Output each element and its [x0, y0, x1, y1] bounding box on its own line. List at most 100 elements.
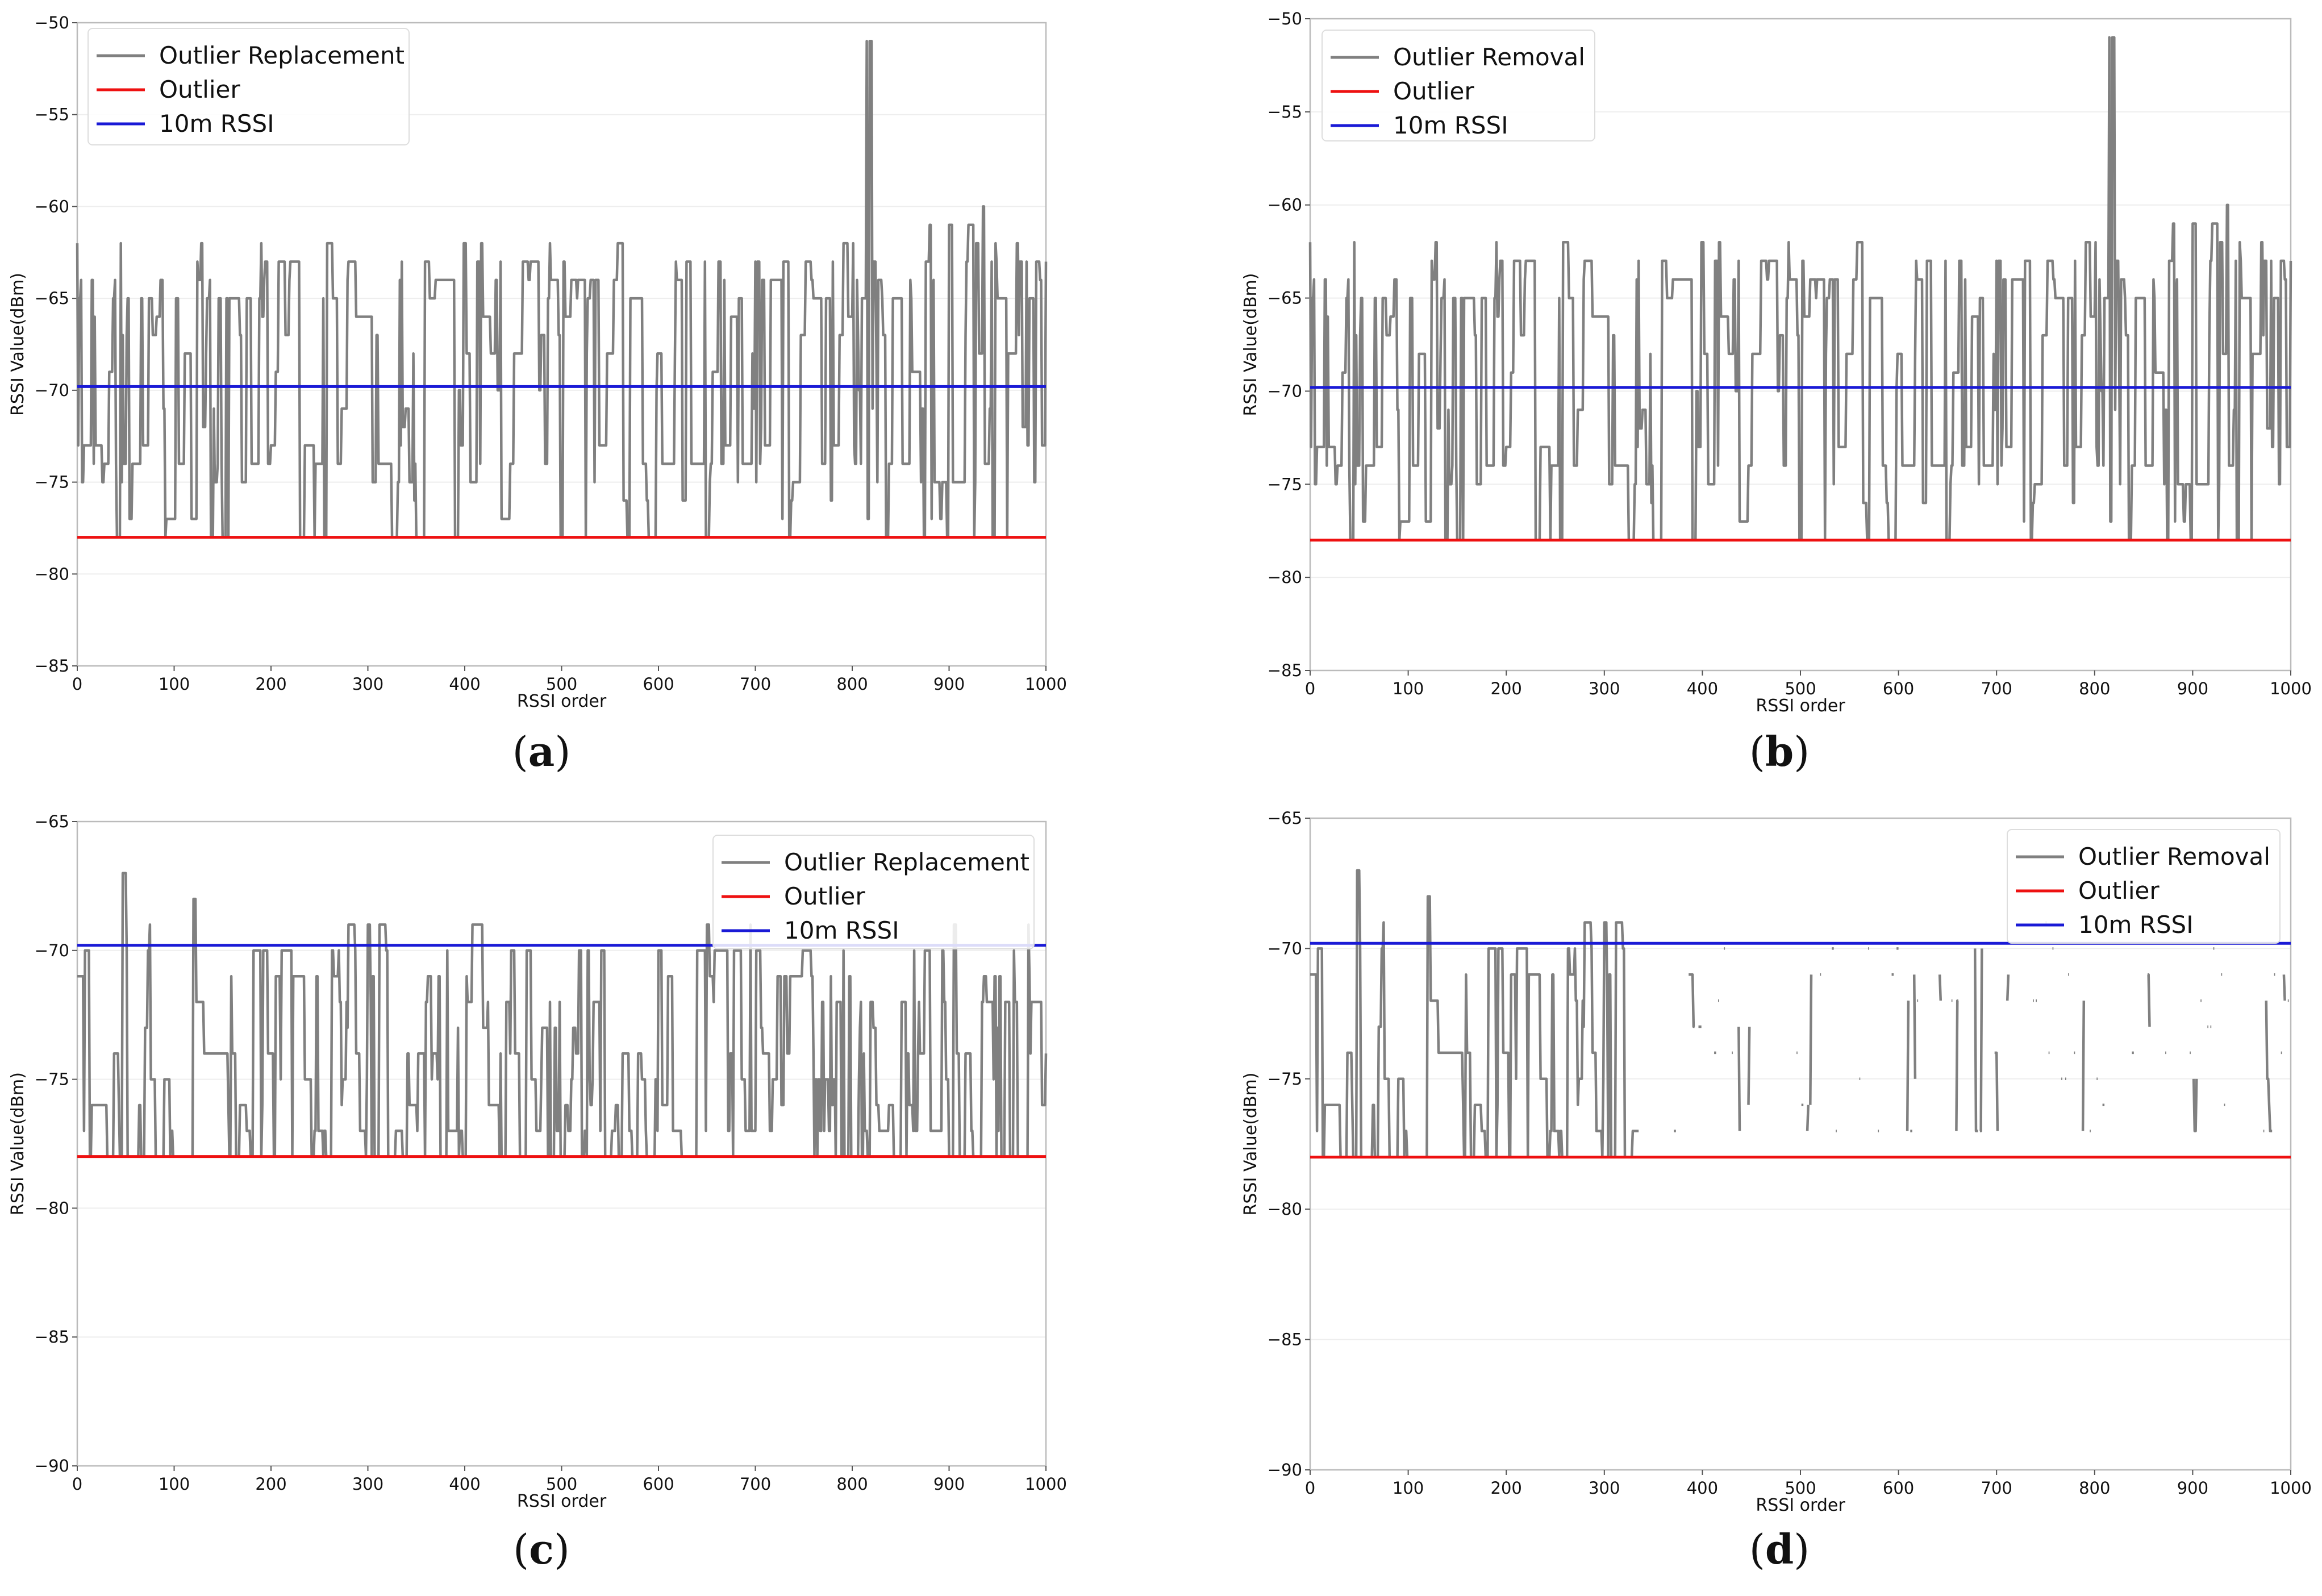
legend: Outlier Replacement Outlier 10m RSSI: [712, 835, 1035, 949]
x-tick-label: 500: [1785, 679, 1816, 698]
legend-label: 10m RSSI: [2078, 911, 2194, 939]
y-tick-label: −80: [1268, 1199, 1302, 1219]
x-tick-label: 800: [2079, 679, 2110, 698]
y-tick-label: −50: [35, 13, 69, 32]
caption-close: ): [1794, 728, 1810, 776]
x-tick-label: 800: [836, 674, 868, 694]
x-tick-label: 100: [159, 1474, 190, 1494]
x-tick-label: 900: [933, 674, 965, 694]
legend-box: [1322, 30, 1595, 141]
legend-label: Outlier: [159, 76, 240, 103]
x-tick-label: 900: [933, 1474, 965, 1494]
y-tick-label: −55: [1268, 102, 1302, 122]
panel-caption: (d): [1749, 1525, 1810, 1573]
x-tick-label: 100: [159, 674, 190, 694]
x-tick-label: 1000: [1025, 674, 1067, 694]
x-tick-label: 700: [1981, 1478, 2012, 1498]
y-axis-label: RSSI Value(dBm): [8, 273, 28, 416]
y-tick-label: −65: [35, 812, 69, 831]
x-tick-label: 400: [449, 674, 480, 694]
x-tick-label: 1000: [2270, 1478, 2312, 1498]
x-tick-label: 300: [352, 674, 383, 694]
y-tick-label: −50: [1268, 9, 1302, 28]
legend: Outlier Removal Outlier 10m RSSI: [2007, 829, 2281, 944]
x-tick-label: 0: [1305, 1478, 1315, 1498]
x-tick-label: 100: [1393, 679, 1424, 698]
y-tick-label: −55: [35, 105, 69, 124]
legend-box: [2007, 829, 2281, 944]
caption-open: (: [513, 1526, 529, 1573]
y-tick-label: −65: [35, 289, 69, 308]
y-axis-label: RSSI Value(dBm): [8, 1072, 28, 1215]
chart-panel-b: −85 −80 −75 −70 −65 −60 −55 −50 0 100 200 300 400 500…: [1241, 9, 2312, 776]
legend-label: 10m RSSI: [159, 110, 274, 137]
y-tick-label: −65: [1268, 289, 1302, 308]
legend-label: Outlier: [784, 882, 865, 910]
y-tick-label: −85: [35, 656, 69, 676]
x-tick-label: 800: [2079, 1478, 2110, 1498]
y-tick-label: −75: [35, 473, 69, 492]
x-tick-label: 700: [740, 1474, 771, 1494]
legend-label: Outlier Replacement: [784, 848, 1029, 876]
x-tick-label: 300: [1589, 1478, 1620, 1498]
x-tick-label: 300: [352, 1474, 383, 1494]
panel-caption: (b): [1749, 727, 1810, 776]
y-tick-label: −60: [1268, 195, 1302, 215]
caption-letter: c: [529, 1525, 554, 1573]
x-tick-label: 600: [643, 1474, 674, 1494]
caption-letter: a: [528, 727, 555, 776]
x-tick-label: 600: [643, 674, 674, 694]
x-tick-label: 0: [72, 1474, 82, 1494]
y-tick-label: −85: [35, 1327, 69, 1347]
chart-panel-d: −90 −85 −80 −75 −70 −65 0 100 200 300 400 500 600 700…: [1241, 809, 2312, 1573]
legend-label: Outlier: [2078, 877, 2160, 905]
x-tick-label: 0: [72, 674, 82, 694]
caption-close: ): [554, 1526, 570, 1573]
y-tick-label: −70: [35, 381, 69, 400]
legend-label: Outlier Removal: [2078, 843, 2270, 870]
caption-open: (: [512, 728, 528, 776]
x-tick-label: 700: [740, 674, 771, 694]
chart-panel-c: −90 −85 −80 −75 −70 −65 0 100 200 300 400 500 600 700…: [8, 812, 1067, 1573]
y-axis-label: RSSI Value(dBm): [1241, 273, 1261, 416]
x-tick-label: 100: [1393, 1478, 1424, 1498]
x-tick-label: 200: [1491, 679, 1522, 698]
x-tick-label: 0: [1305, 679, 1315, 698]
y-tick-label: −90: [1268, 1460, 1302, 1480]
y-tick-label: −65: [1268, 809, 1302, 828]
x-axis-label: RSSI order: [1756, 696, 1845, 716]
x-tick-label: 600: [1883, 679, 1914, 698]
x-tick-label: 400: [449, 1474, 480, 1494]
y-tick-label: −70: [1268, 381, 1302, 401]
caption-open: (: [1749, 728, 1765, 776]
x-axis-label: RSSI order: [1756, 1495, 1845, 1515]
legend-label: 10m RSSI: [784, 916, 899, 944]
x-tick-label: 1000: [1025, 1474, 1067, 1494]
y-tick-label: −80: [1268, 568, 1302, 587]
x-tick-label: 700: [1981, 679, 2012, 698]
panel-caption: (a): [512, 727, 571, 776]
x-axis-label: RSSI order: [517, 691, 607, 711]
x-tick-label: 500: [1785, 1478, 1816, 1498]
legend-label: Outlier Replacement: [159, 41, 405, 69]
y-tick-label: −90: [35, 1456, 69, 1476]
caption-letter: b: [1765, 727, 1794, 776]
legend-box: [712, 835, 1035, 949]
x-tick-label: 500: [546, 674, 577, 694]
x-tick-label: 1000: [2270, 679, 2312, 698]
y-tick-label: −75: [1268, 1069, 1302, 1089]
x-tick-label: 400: [1687, 1478, 1718, 1498]
legend: Outlier Replacement Outlier 10m RSSI: [87, 28, 410, 145]
legend-label: 10m RSSI: [1393, 111, 1508, 139]
y-tick-label: −85: [1268, 661, 1302, 680]
y-tick-label: −70: [35, 941, 69, 960]
x-tick-label: 400: [1687, 679, 1718, 698]
caption-letter: d: [1765, 1525, 1794, 1573]
y-axis-label: RSSI Value(dBm): [1241, 1073, 1261, 1216]
x-tick-label: 200: [1491, 1478, 1522, 1498]
legend-label: Outlier Removal: [1393, 43, 1585, 71]
x-tick-label: 800: [836, 1474, 868, 1494]
chart-panel-a: −85 −80 −75 −70 −65 −60 −55 −50 0 100 200 300 400 500…: [8, 13, 1067, 776]
x-tick-label: 900: [2177, 1478, 2208, 1498]
